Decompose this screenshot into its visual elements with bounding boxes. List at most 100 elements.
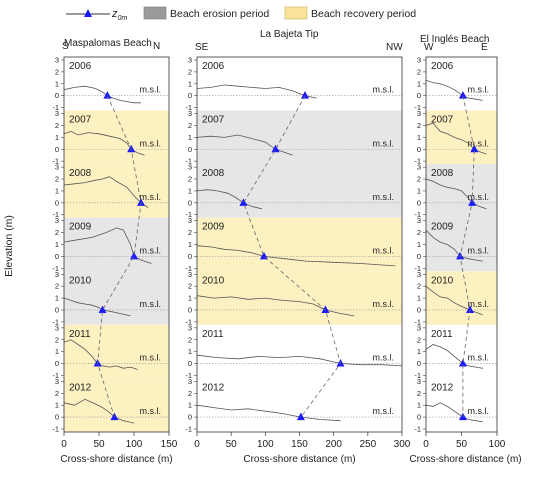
profile-line: [425, 344, 483, 369]
y-tick-label: 3: [55, 56, 59, 65]
y-tick-label: 1: [188, 401, 192, 410]
z0m-marker: [98, 305, 107, 313]
profile-line: [196, 354, 403, 367]
x-tick-label: 300: [394, 439, 411, 450]
profile-2007: 3 2 1 0 -1 m.s.l. 2007: [52, 109, 169, 166]
z0m-marker: [259, 251, 268, 260]
recovery-period-band: [197, 217, 402, 272]
y-tick-label: 0: [188, 145, 192, 154]
z0m-marker: [130, 251, 138, 260]
y-tick-label: -1: [52, 210, 59, 219]
year-label: 2008: [202, 168, 225, 179]
y-tick-label: 2: [188, 67, 192, 76]
y-tick-label: 1: [55, 79, 59, 88]
legend: z0m Beach erosion period Beach recovery …: [66, 6, 416, 22]
msl-label: m.s.l.: [468, 406, 490, 416]
y-tick-label: 3: [188, 56, 192, 65]
profile-2010: 3 2 1 0 -1 m.s.l. 2010: [52, 270, 169, 326]
y-tick-label: -1: [414, 210, 421, 219]
y-tick-label: 1: [188, 294, 192, 303]
recovery-period-band: [197, 271, 402, 325]
y-tick-label: 1: [55, 294, 59, 303]
msl-label: m.s.l.: [140, 245, 162, 255]
profile-2007: 3 2 1 0 -1 m.s.l. 2007: [185, 109, 402, 166]
erosion-period-band: [64, 271, 169, 325]
panel-title: El Inglés Beach: [420, 34, 490, 45]
y-tick-label: 2: [417, 121, 421, 130]
legend-marker-label: z0m: [111, 8, 127, 22]
y-tick-label: 0: [55, 198, 59, 207]
legend-recovery-label: Beach recovery period: [311, 8, 416, 20]
y-tick-label: 3: [188, 109, 192, 118]
profile-2006: 3 2 1 0 -1 m.s.l. 2006: [414, 56, 497, 112]
x-tick-label: 50: [93, 439, 105, 450]
y-tick-label: -1: [52, 317, 59, 326]
direction-right-label: N: [153, 41, 160, 52]
y-tick-label: 0: [417, 359, 421, 368]
legend-erosion-label: Beach erosion period: [170, 8, 269, 20]
y-tick-label: 0: [188, 305, 192, 314]
msl-label: m.s.l.: [373, 245, 395, 255]
profile-2011: 3 2 1 0 -1 m.s.l. 2011: [52, 323, 169, 380]
y-tick-label: 2: [55, 175, 59, 184]
profile-2009: 3 2 1 0 -1 m.s.l. 2009: [52, 216, 169, 273]
y-tick-label: 2: [417, 175, 421, 184]
y-tick-label: 1: [417, 186, 421, 195]
y-tick-label: 2: [55, 228, 59, 237]
y-tick-label: -1: [414, 425, 421, 434]
erosion-period-band: [197, 164, 402, 218]
y-tick-label: 0: [417, 305, 421, 314]
msl-label: m.s.l.: [373, 406, 395, 416]
y-tick-label: 2: [417, 228, 421, 237]
x-tick-label: 50: [226, 439, 238, 450]
y-tick-label: 2: [55, 121, 59, 130]
direction-left-label: W: [424, 42, 434, 53]
msl-label: m.s.l.: [373, 192, 395, 202]
y-tick-label: 2: [55, 282, 59, 291]
z0m-trend-line: [243, 95, 341, 418]
profile-line: [196, 295, 355, 317]
year-label: 2007: [431, 115, 454, 126]
y-tick-label: 0: [188, 413, 192, 422]
msl-label: m.s.l.: [373, 85, 395, 95]
profile-2012: 3 2 1 0 -1 m.s.l. 2012: [52, 377, 169, 434]
year-label: 2010: [69, 275, 92, 286]
recovery-period-band: [64, 378, 169, 432]
y-tick-label: 0: [188, 91, 192, 100]
x-tick-label: 50: [456, 439, 468, 450]
erosion-period-band: [64, 217, 169, 272]
x-tick-label: 100: [257, 439, 274, 450]
year-label: 2007: [202, 115, 225, 126]
profile-line: [425, 79, 483, 101]
msl-label: m.s.l.: [468, 353, 490, 363]
z0m-trend-line: [459, 95, 475, 418]
profile-line: [63, 398, 135, 424]
legend-recovery-swatch: [284, 6, 308, 20]
y-tick-label: -1: [185, 157, 192, 166]
y-tick-label: -1: [414, 157, 421, 166]
y-tick-label: 2: [188, 335, 192, 344]
y-tick-label: 0: [417, 91, 421, 100]
y-tick-label: 3: [417, 377, 421, 386]
y-tick-label: 0: [417, 252, 421, 261]
x-tick-label: 200: [325, 439, 342, 450]
y-tick-label: 0: [188, 359, 192, 368]
z0m-marker: [470, 144, 479, 153]
x-axis-label: Cross-shore distance (m): [243, 454, 355, 465]
y-tick-label: 2: [417, 389, 421, 398]
y-tick-label: -1: [52, 264, 59, 273]
profile-2009: 3 2 1 0 -1 m.s.l. 2009: [185, 216, 402, 273]
msl-label: m.s.l.: [373, 353, 395, 363]
recovery-period-band: [426, 271, 497, 325]
y-tick-label: 3: [55, 216, 59, 225]
y-tick-label: 1: [417, 401, 421, 410]
msl-label: m.s.l.: [140, 138, 162, 148]
msl-label: m.s.l.: [468, 192, 490, 202]
profile-2006: 3 2 1 0 -1 m.s.l. 2006: [185, 56, 402, 112]
year-label: 2009: [202, 222, 225, 233]
profile-2010: 3 2 1 0 -1 m.s.l. 2010: [414, 270, 497, 326]
y-tick-label: 2: [188, 228, 192, 237]
